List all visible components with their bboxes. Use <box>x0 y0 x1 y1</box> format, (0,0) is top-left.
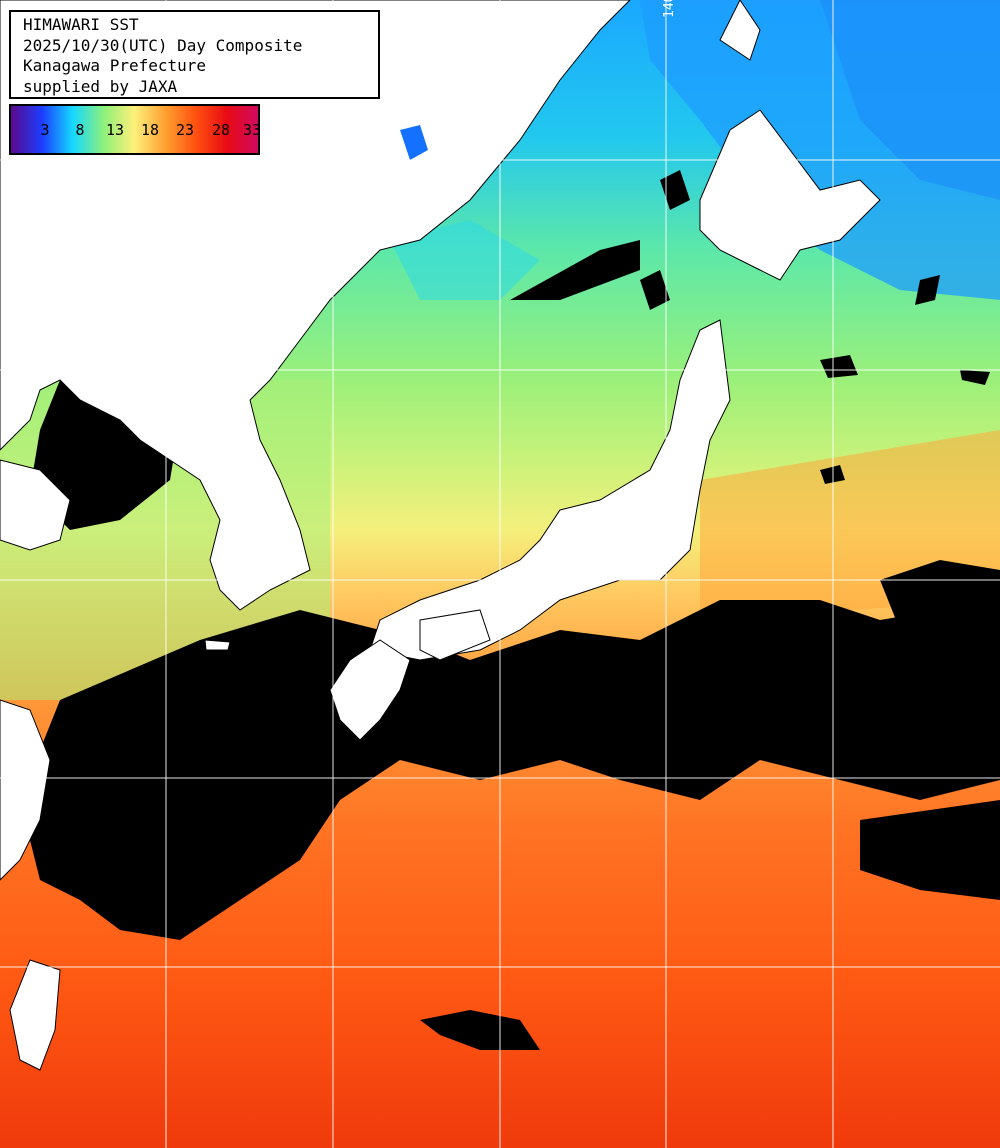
color-scale-bar: 3 8 13 18 23 28 33 <box>9 104 260 155</box>
scale-tick-8: 8 <box>75 121 85 139</box>
lat-30n-label: 30N <box>14 762 38 777</box>
scale-tick-18: 18 <box>140 121 160 139</box>
scale-tick-33: 33 <box>242 121 260 139</box>
shikoku-landmass <box>419 609 491 661</box>
china-coast <box>0 699 51 881</box>
scale-tick-13: 13 <box>105 121 125 139</box>
lon-140e-label: 140E <box>662 0 677 18</box>
taiwan-landmass <box>9 959 61 1071</box>
product-title: HIMAWARI SST <box>23 15 139 34</box>
color-scale-gradient <box>11 106 258 153</box>
lat-40n-label: 40N <box>14 355 38 370</box>
date-composite: 2025/10/30(UTC) Day Composite <box>23 35 303 55</box>
credit-label: supplied by JAXA <box>23 76 178 96</box>
title-block: HIMAWARI SST 2025/10/30(UTC) Day Composi… <box>9 10 380 99</box>
honshu-landmass <box>369 319 731 661</box>
region-label: Kanagawa Prefecture <box>23 56 207 75</box>
scale-tick-28: 28 <box>211 121 231 139</box>
scale-tick-3: 3 <box>40 121 50 139</box>
scale-tick-23: 23 <box>175 121 195 139</box>
hokkaido-landmass <box>699 109 881 281</box>
kyushu-landmass <box>329 639 411 741</box>
